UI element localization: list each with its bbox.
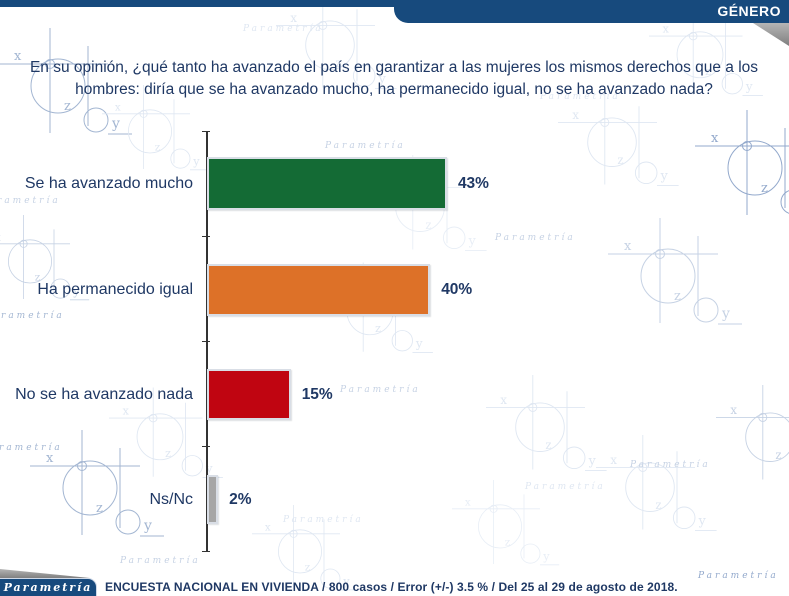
bar-row: Ha permanecido igual 40%	[0, 264, 789, 316]
axis-tick	[202, 446, 210, 447]
bar-value: 40%	[441, 281, 473, 298]
axis-tick	[202, 131, 210, 132]
watermark-text: Parametría	[119, 555, 201, 566]
watermark-text: Parametría	[494, 232, 576, 243]
watermark-text: Parametría	[0, 195, 61, 206]
bar-row: Se ha avanzado mucho 43%	[0, 157, 789, 210]
watermark-text: Parametría	[282, 514, 364, 525]
parametria-logo-text: Parametría	[3, 580, 93, 594]
bar	[207, 369, 291, 420]
bar-value: 15%	[301, 385, 333, 403]
parametria-logo: Parametría	[0, 578, 97, 596]
category-label: Ha permanecido igual	[37, 281, 193, 298]
header-band: GÉNERO	[394, 0, 789, 23]
bar	[207, 264, 431, 316]
watermark-text: Parametría	[629, 459, 711, 470]
watermark-text: Parametría	[0, 310, 65, 321]
ribbon-fold-bottom-left-icon	[0, 569, 90, 578]
bar-row: No se ha avanzado nada 15%	[0, 369, 789, 420]
watermark-text: Parametría	[539, 91, 621, 102]
ribbon-fold-top-right-icon	[753, 23, 789, 46]
axis-tick	[202, 551, 210, 552]
watermark-text: Parametría	[339, 384, 421, 395]
bar	[207, 157, 447, 210]
axis-tick	[202, 236, 210, 237]
category-label: Se ha avanzado mucho	[24, 174, 193, 192]
bar-value: 2%	[229, 490, 252, 508]
category-label: No se ha avanzado nada	[15, 385, 193, 403]
watermark-text: Parametría	[242, 23, 324, 34]
bar	[207, 475, 219, 524]
category-label: Ns/Nc	[149, 490, 193, 508]
watermark-text: Parametría	[0, 442, 63, 453]
question-title: En su opinión, ¿qué tanto ha avanzado el…	[29, 59, 759, 98]
watermark-text: Parametría	[697, 570, 779, 581]
bar-value: 43%	[457, 174, 489, 192]
axis-tick	[202, 341, 210, 342]
survey-methodology-note: ENCUESTA NACIONAL EN VIVIENDA / 800 caso…	[105, 580, 678, 594]
watermark-text: Parametría	[524, 481, 606, 492]
watermark-text: Parametría	[324, 140, 406, 151]
bar-row: Ns/Nc 2%	[0, 475, 789, 524]
section-tag-label: GÉNERO	[717, 3, 781, 19]
